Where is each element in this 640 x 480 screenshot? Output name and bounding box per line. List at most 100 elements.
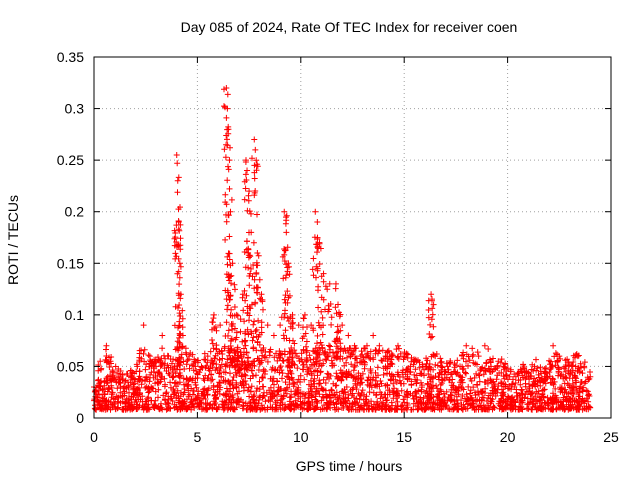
data-point	[394, 342, 401, 349]
data-point	[103, 342, 110, 349]
data-point	[531, 363, 538, 370]
data-point	[314, 219, 321, 226]
data-point	[550, 342, 557, 349]
data-point	[264, 322, 271, 329]
data-point	[224, 105, 231, 112]
chart-title: Day 085 of 2024, Rate Of TEC Index for r…	[181, 19, 518, 35]
data-point	[186, 353, 193, 360]
data-point	[581, 363, 588, 370]
data-point	[312, 208, 319, 215]
data-point	[388, 353, 395, 360]
data-point	[537, 368, 544, 375]
data-point	[198, 363, 205, 370]
x-tick-label: 15	[396, 429, 412, 445]
data-point	[174, 177, 181, 184]
y-tick-label: 0.3	[65, 101, 85, 117]
data-point	[308, 322, 315, 329]
data-point	[115, 373, 122, 380]
data-point	[109, 368, 116, 375]
data-point	[295, 322, 302, 329]
data-point	[122, 378, 129, 385]
x-tick-label: 5	[194, 429, 202, 445]
data-point	[258, 291, 265, 298]
spike-markers	[171, 86, 437, 370]
data-point	[244, 167, 251, 174]
data-point	[574, 353, 581, 360]
data-point	[175, 219, 182, 226]
data-point	[252, 146, 259, 153]
data-point	[146, 353, 153, 360]
data-point	[242, 157, 249, 164]
y-tick-label: 0.35	[57, 49, 84, 65]
y-tick-label: 0.05	[57, 358, 84, 374]
data-point	[376, 342, 383, 349]
data-point	[488, 363, 495, 370]
data-point	[345, 332, 352, 339]
data-point	[335, 301, 342, 308]
data-point	[332, 280, 339, 287]
data-point	[587, 373, 594, 380]
x-tick-label: 25	[603, 429, 619, 445]
data-point	[525, 373, 532, 380]
data-point	[134, 363, 141, 370]
data-point	[320, 270, 327, 277]
background-noise-points	[91, 86, 594, 413]
data-point	[192, 363, 199, 370]
data-point	[159, 332, 166, 339]
data-point	[469, 353, 476, 360]
data-point	[506, 373, 513, 380]
data-point	[225, 126, 232, 133]
data-point	[512, 373, 519, 380]
data-point	[246, 188, 253, 195]
data-point	[153, 363, 160, 370]
data-point	[457, 363, 464, 370]
data-point	[351, 342, 358, 349]
data-point	[407, 363, 414, 370]
data-point	[500, 363, 507, 370]
data-point	[285, 260, 292, 267]
data-point	[426, 363, 433, 370]
data-point	[217, 322, 224, 329]
data-point	[301, 311, 308, 318]
data-point	[568, 363, 575, 370]
data-point	[277, 322, 284, 329]
data-point	[128, 373, 135, 380]
data-point	[428, 291, 435, 298]
data-point	[97, 358, 104, 365]
y-axis-label: ROTI / TECUs	[5, 195, 21, 285]
data-point	[177, 291, 184, 298]
data-point	[562, 363, 569, 370]
data-point	[204, 353, 211, 360]
data-point	[316, 239, 323, 246]
data-point	[413, 358, 420, 365]
x-tick-label: 20	[500, 429, 516, 445]
data-point	[251, 136, 258, 143]
data-point	[326, 280, 333, 287]
data-point	[475, 353, 482, 360]
data-point	[270, 332, 277, 339]
data-point	[401, 353, 408, 360]
y-tick-label: 0.25	[57, 152, 84, 168]
data-point	[173, 151, 180, 158]
data-point	[438, 363, 445, 370]
data-point	[382, 353, 389, 360]
y-tick-label: 0.2	[65, 204, 85, 220]
data-point	[165, 353, 172, 360]
data-point	[210, 311, 217, 318]
data-point	[254, 249, 261, 256]
data-point	[289, 311, 296, 318]
y-tick-label: 0.15	[57, 255, 84, 271]
y-tick-label: 0.1	[65, 307, 85, 323]
x-axis-label: GPS time / hours	[296, 458, 403, 474]
data-point	[450, 368, 457, 375]
data-point	[432, 353, 439, 360]
data-point	[363, 342, 370, 349]
x-tick-label: 0	[90, 429, 98, 445]
data-point	[370, 332, 377, 339]
ticks-layer: 0 0.05 0.1 0.15 0.2 0.25 0.3 0.35 0 5 10 15 20 25	[57, 49, 619, 445]
data-point	[543, 373, 550, 380]
plot-frame	[93, 56, 612, 419]
data-point	[281, 208, 288, 215]
data-point	[171, 363, 178, 370]
